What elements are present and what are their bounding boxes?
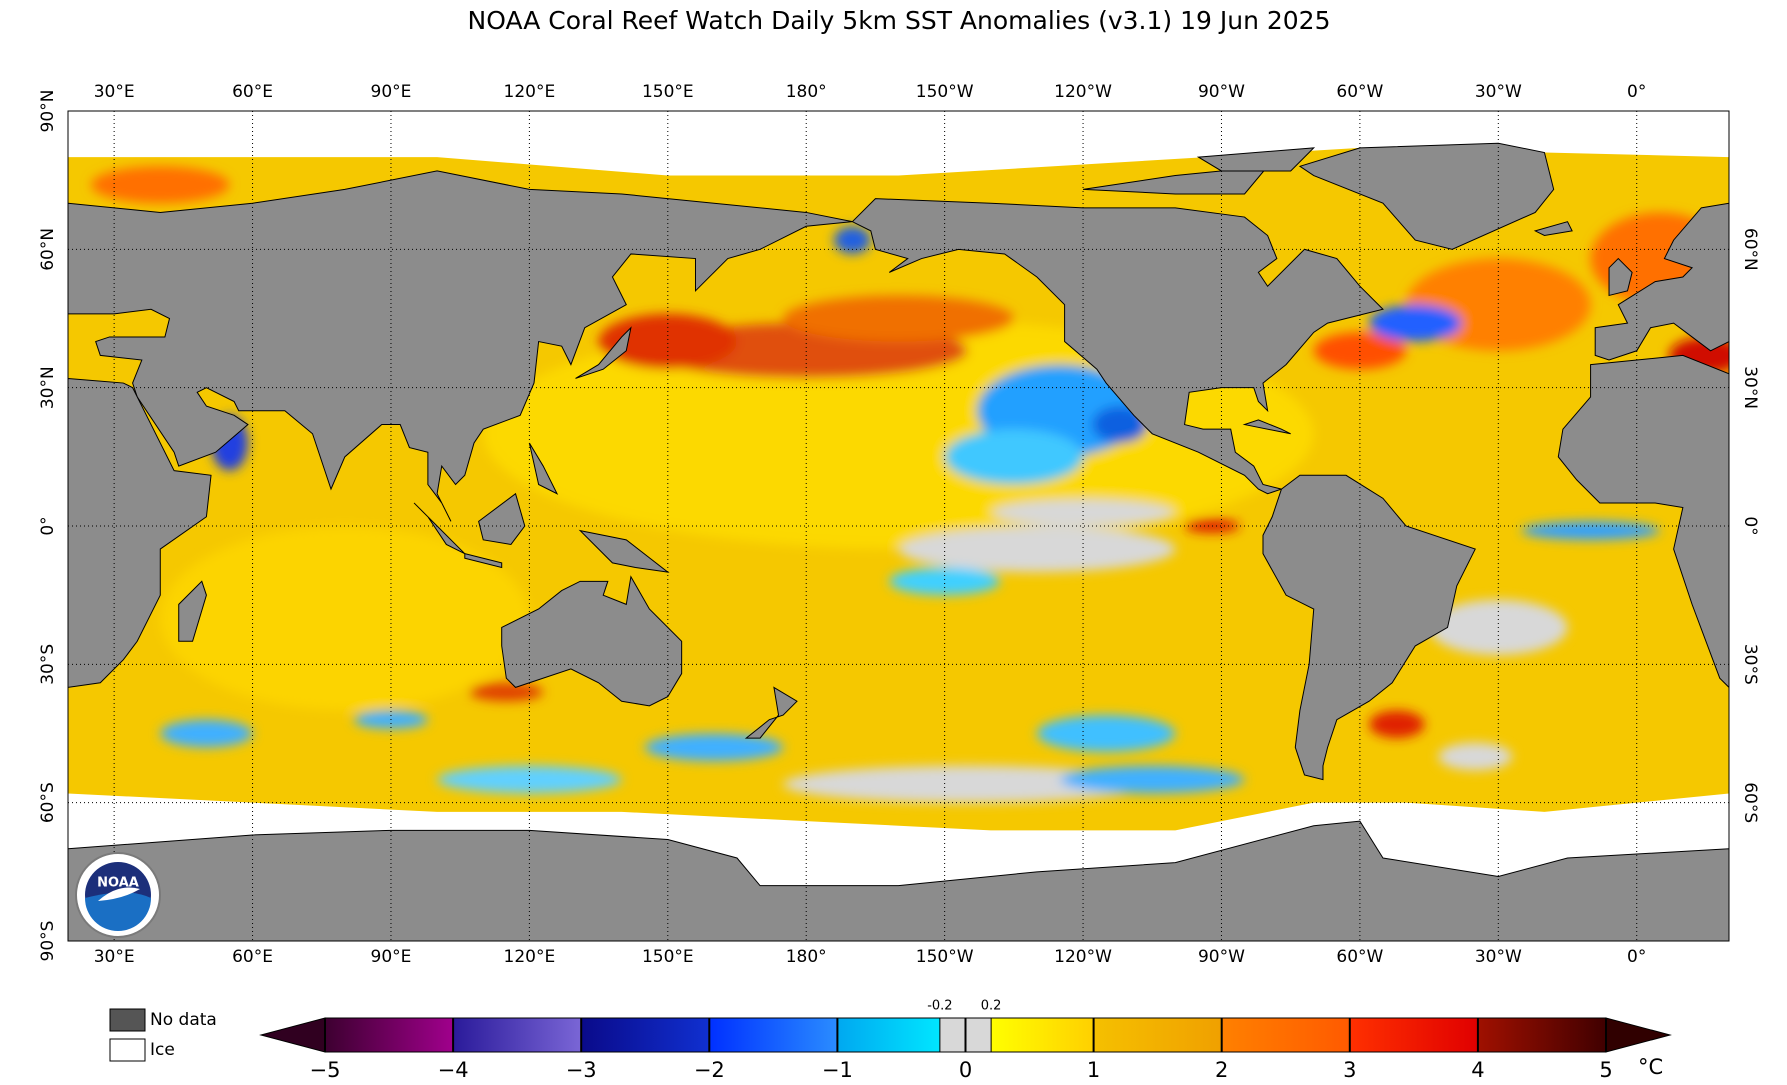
lat-label-left: 0° bbox=[38, 516, 58, 535]
lat-label-left: 90°S bbox=[38, 921, 58, 962]
colorbar-tick-label: 0 bbox=[959, 1058, 972, 1082]
lat-label-left: 30°N bbox=[38, 366, 58, 409]
legend-label: Ice bbox=[150, 1040, 175, 1060]
legend-swatch bbox=[109, 1038, 146, 1062]
map-frame bbox=[67, 110, 1730, 942]
lon-label-top: 150°E bbox=[642, 82, 694, 102]
lon-label-top: 60°E bbox=[232, 82, 273, 102]
colorbar-minor-label: -0.2 bbox=[927, 999, 952, 1014]
colorbar-band bbox=[1221, 1018, 1350, 1052]
lat-label-right: 30°N bbox=[1740, 366, 1760, 409]
colorbar-band bbox=[1477, 1018, 1606, 1052]
map-area bbox=[68, 111, 1729, 941]
lon-label-top: 120°W bbox=[1054, 82, 1112, 102]
colorbar-tick-label: −3 bbox=[566, 1058, 597, 1082]
lat-label-left: 90°N bbox=[38, 90, 58, 133]
lat-label-right: 30°S bbox=[1740, 644, 1760, 685]
lat-label-left: 60°N bbox=[38, 228, 58, 271]
lon-label-top: 90°W bbox=[1198, 82, 1245, 102]
colorbar-tick-label: 3 bbox=[1343, 1058, 1356, 1082]
graticule bbox=[68, 111, 1729, 941]
colorbar: −5 −4 −3 −2 −1 0 1 2 3 4 5 -0.2 0.2 °C bbox=[259, 999, 1672, 1082]
lon-label-top: 150°W bbox=[916, 82, 974, 102]
colorbar-band bbox=[991, 1018, 1094, 1052]
colorbar-under bbox=[259, 1017, 326, 1053]
geo-layer bbox=[68, 111, 1729, 941]
colorbar-band bbox=[1349, 1018, 1478, 1052]
lon-label-bottom: 120°W bbox=[1054, 947, 1112, 967]
land bbox=[68, 143, 1729, 941]
lon-label-bottom: 150°E bbox=[642, 947, 694, 967]
noaa-logo: NOAA bbox=[75, 852, 161, 938]
colorbar-tick-label: −4 bbox=[438, 1058, 469, 1082]
colorbar-band bbox=[453, 1018, 582, 1052]
lat-label-right: 60°S bbox=[1740, 782, 1760, 823]
legend-label: No data bbox=[150, 1010, 217, 1030]
colorbar-tick-label: −5 bbox=[310, 1058, 341, 1082]
lon-label-bottom: 120°E bbox=[504, 947, 556, 967]
colorbar-tick-label: 4 bbox=[1471, 1058, 1484, 1082]
lon-label-bottom: 60°E bbox=[232, 947, 273, 967]
lat-label-right: 0° bbox=[1740, 516, 1760, 535]
colorbar-tick-label: 2 bbox=[1215, 1058, 1228, 1082]
lon-label-top: 90°E bbox=[371, 82, 412, 102]
anomaly-field bbox=[91, 166, 1729, 803]
lon-label-top: 30°E bbox=[94, 82, 135, 102]
colorbar-tick-label: −2 bbox=[694, 1058, 725, 1082]
lat-label-left: 30°S bbox=[38, 644, 58, 685]
legend-swatch bbox=[109, 1008, 146, 1032]
colorbar-tick-label: 1 bbox=[1087, 1058, 1100, 1082]
colorbar-band bbox=[837, 1018, 940, 1052]
lon-label-bottom: 60°W bbox=[1336, 947, 1383, 967]
lon-label-bottom: 30°E bbox=[94, 947, 135, 967]
lon-label-bottom: 90°E bbox=[371, 947, 412, 967]
lon-label-bottom: 90°W bbox=[1198, 947, 1245, 967]
logo-text: NOAA bbox=[97, 876, 139, 891]
colorbar-minor-label: 0.2 bbox=[981, 999, 1002, 1014]
title: NOAA Coral Reef Watch Daily 5km SST Anom… bbox=[468, 6, 1331, 35]
lon-label-top: 60°W bbox=[1336, 82, 1383, 102]
colorbar-over bbox=[1605, 1017, 1672, 1053]
colorbar-band bbox=[1093, 1018, 1222, 1052]
colorbar-tick-label: 5 bbox=[1599, 1058, 1612, 1082]
lon-label-bottom: 30°W bbox=[1475, 947, 1522, 967]
lon-label-top: 0° bbox=[1627, 82, 1646, 102]
colorbar-band bbox=[325, 1018, 454, 1052]
colorbar-tick-label: −1 bbox=[822, 1058, 853, 1082]
lon-label-top: 30°W bbox=[1475, 82, 1522, 102]
lon-label-bottom: 180° bbox=[786, 947, 827, 967]
lon-label-top: 120°E bbox=[504, 82, 556, 102]
lon-label-bottom: 150°W bbox=[916, 947, 974, 967]
colorbar-band bbox=[709, 1018, 838, 1052]
colorbar-band bbox=[581, 1018, 710, 1052]
lat-label-left: 60°S bbox=[38, 782, 58, 823]
legend: No data Ice bbox=[109, 1008, 217, 1062]
lon-label-bottom: 0° bbox=[1627, 947, 1646, 967]
lon-label-top: 180° bbox=[786, 82, 827, 102]
colorbar-unit: °C bbox=[1638, 1055, 1663, 1079]
lat-label-right: 60°N bbox=[1740, 228, 1760, 271]
